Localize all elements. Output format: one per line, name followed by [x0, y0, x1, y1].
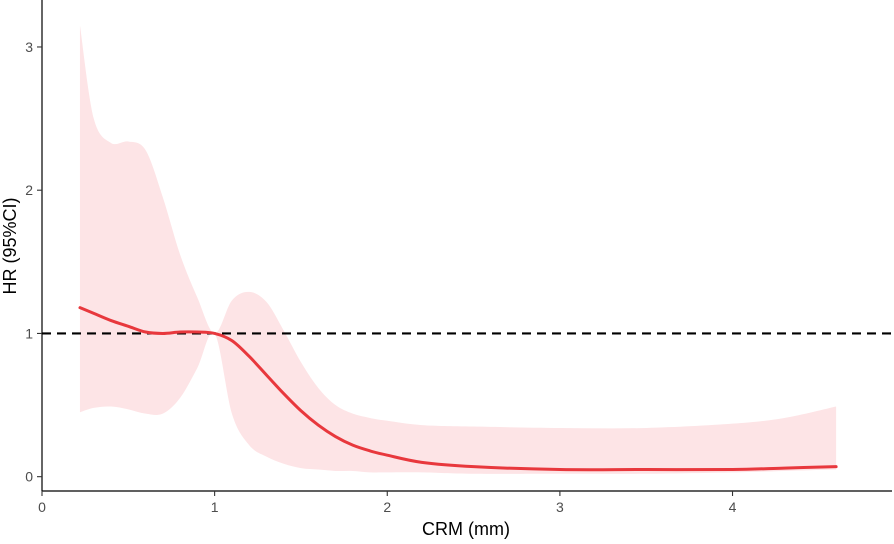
x-tick-label: 4 — [729, 499, 737, 515]
x-tick-label: 1 — [211, 499, 219, 515]
x-axis-title: CRM (mm) — [422, 519, 510, 539]
hr-series-line — [78, 306, 838, 472]
confidence-band-layer — [79, 25, 837, 474]
series-line-layer — [78, 306, 838, 472]
x-tick-label: 3 — [556, 499, 564, 515]
x-axis: 0 1 2 3 4 — [38, 490, 892, 515]
confidence-band — [79, 25, 837, 474]
y-tick-label: 0 — [25, 469, 33, 485]
x-tick-label: 0 — [38, 499, 46, 515]
y-tick-label: 2 — [25, 182, 33, 198]
y-axis: 0 1 2 3 — [25, 0, 43, 491]
x-tick-label: 2 — [383, 499, 391, 515]
y-axis-title: HR (95%CI) — [0, 197, 20, 294]
y-tick-label: 3 — [25, 39, 33, 55]
y-tick-label: 1 — [25, 325, 33, 341]
